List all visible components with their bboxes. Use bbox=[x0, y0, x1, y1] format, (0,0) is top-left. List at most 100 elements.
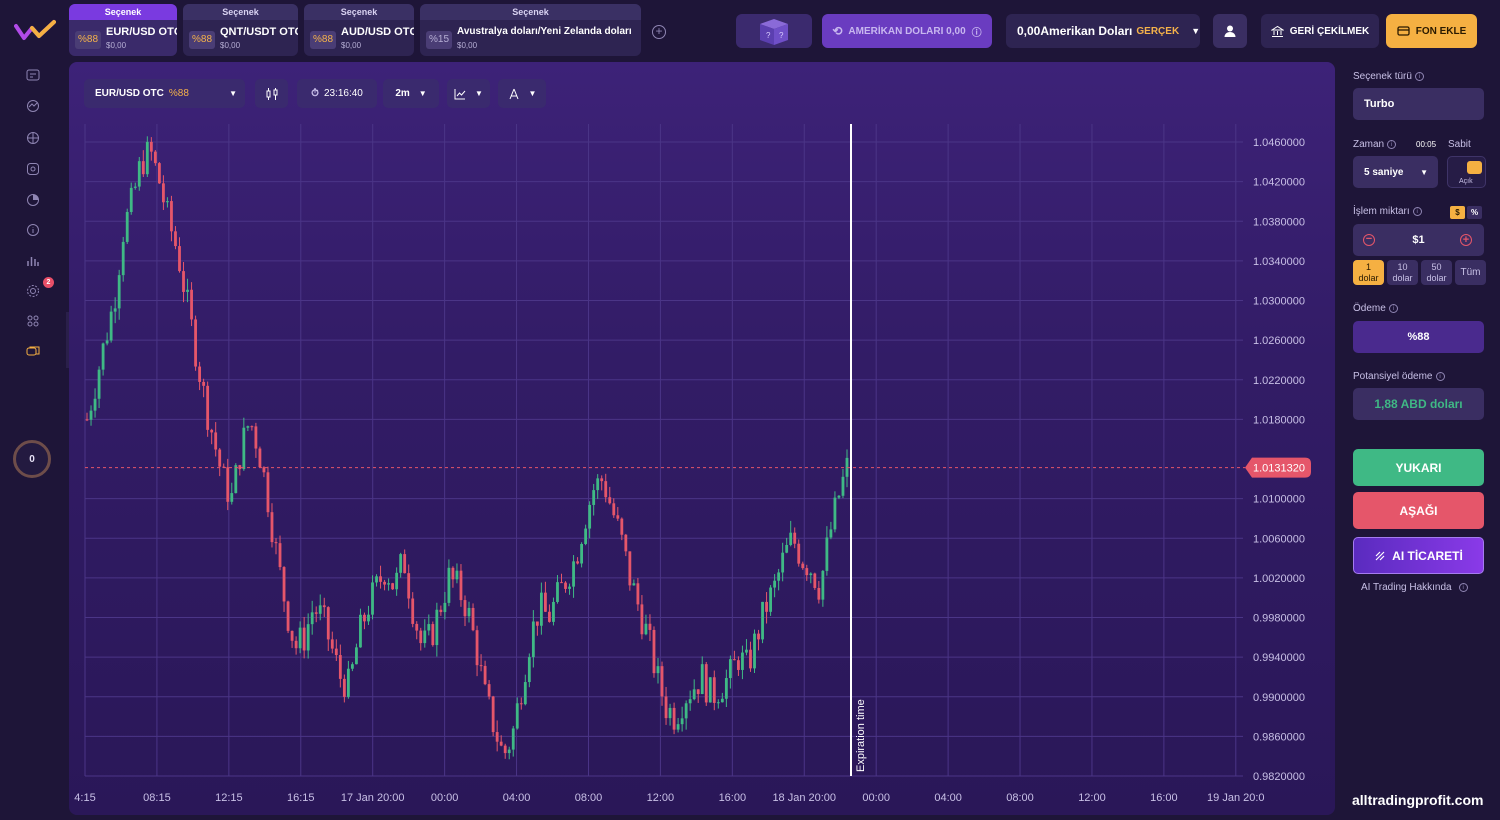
demo-account-icon: ⟲ bbox=[832, 24, 843, 38]
candle-body bbox=[113, 308, 117, 312]
asset-selector[interactable]: EUR/USD OTC %88 ▼ bbox=[84, 79, 245, 108]
tournament-icon[interactable] bbox=[22, 127, 44, 149]
amount-chip-all[interactable]: Tüm bbox=[1455, 260, 1486, 285]
candle-body bbox=[773, 580, 777, 588]
amount-label: İşlem miktarı i bbox=[1353, 206, 1422, 217]
y-tick-label: 0.9980000 bbox=[1253, 613, 1305, 625]
brand-logo-icon[interactable] bbox=[14, 18, 56, 44]
percent-mode-button[interactable]: % bbox=[1467, 206, 1482, 219]
candle-body bbox=[93, 398, 97, 411]
candle-body bbox=[624, 534, 628, 552]
candle-body bbox=[652, 629, 656, 674]
up-label: YUKARI bbox=[1395, 460, 1442, 475]
asset-tab-audnzd[interactable]: Seçenek %15 Avustralya doları/Yeni Zelan… bbox=[420, 4, 641, 56]
chart-type-button[interactable] bbox=[255, 79, 288, 108]
amount-chip-50[interactable]: 50 dolar bbox=[1421, 260, 1452, 285]
candle-body bbox=[789, 532, 793, 545]
amount-input[interactable]: − $1 + bbox=[1353, 224, 1484, 256]
candle-body bbox=[447, 567, 451, 603]
candle-body bbox=[507, 749, 511, 754]
time-select[interactable]: 5 saniye ▼ bbox=[1353, 156, 1438, 188]
candle-body bbox=[749, 649, 752, 669]
candle-body bbox=[761, 601, 764, 640]
fixed-time-toggle[interactable]: Açık bbox=[1447, 156, 1486, 188]
community-icon[interactable] bbox=[22, 310, 44, 332]
candle-body bbox=[781, 552, 785, 573]
indicators-button[interactable]: ▼ bbox=[447, 79, 490, 108]
amount-chip-10[interactable]: 10 dolar bbox=[1387, 260, 1418, 285]
y-tick-label: 1.0220000 bbox=[1253, 375, 1305, 387]
candle-body bbox=[604, 481, 608, 498]
candle-body bbox=[399, 554, 403, 573]
info-icon: i bbox=[1414, 71, 1424, 81]
candle-body bbox=[628, 551, 632, 586]
x-tick-label: 08:00 bbox=[575, 792, 603, 804]
svg-text:?: ? bbox=[779, 31, 784, 40]
y-tick-label: 1.0420000 bbox=[1253, 177, 1305, 189]
candles-icon bbox=[266, 87, 277, 100]
price-chart[interactable]: 4:15 08:15 12:15 16:15 17 Jan 20:00 00:00 04:0… bbox=[69, 62, 1335, 815]
market-icon[interactable] bbox=[22, 95, 44, 117]
deposit-button[interactable]: FON EKLE bbox=[1386, 14, 1477, 48]
amount-value: $1 bbox=[1412, 234, 1425, 246]
asset-tab-qntusdt[interactable]: Seçenek %88 QNT/USDT OTC $0,00 bbox=[183, 4, 298, 56]
candle-body bbox=[157, 163, 161, 184]
ai-about-link[interactable]: AI Trading Hakkında i bbox=[1361, 582, 1468, 593]
info-icon: i bbox=[1435, 371, 1445, 381]
withdraw-button[interactable]: GERİ ÇEKİLMEK bbox=[1261, 14, 1379, 48]
mystery-box-icon[interactable]: ?? bbox=[736, 14, 812, 48]
stats-icon[interactable] bbox=[22, 250, 44, 272]
up-button[interactable]: YUKARI bbox=[1353, 449, 1484, 486]
decrease-amount-icon[interactable]: − bbox=[1363, 234, 1375, 246]
candle-body bbox=[556, 582, 559, 602]
asset-tab-eurusd[interactable]: Seçenek %88 EUR/USD OTC $0,00 bbox=[69, 4, 177, 56]
candle-body bbox=[97, 369, 101, 399]
candle-body bbox=[451, 567, 455, 580]
tab-payout: %88 bbox=[310, 31, 336, 49]
candle-body bbox=[644, 623, 648, 635]
time-countdown: 00:05 bbox=[1416, 140, 1437, 149]
option-type-value: Turbo bbox=[1364, 98, 1395, 110]
history-icon[interactable] bbox=[22, 189, 44, 211]
demo-account-button[interactable]: ⟲ AMERİKAN DOLARI 0,00 ⓘ bbox=[822, 14, 992, 48]
currency-mode-button[interactable]: $ bbox=[1450, 206, 1465, 219]
candle-body bbox=[479, 665, 483, 667]
chat-icon[interactable] bbox=[22, 341, 44, 363]
amount-chip-1[interactable]: 1 dolar bbox=[1353, 260, 1384, 285]
balance-selector[interactable]: 0,00Amerikan Doları GERÇEK ▼ bbox=[1006, 14, 1200, 48]
candle-body bbox=[355, 647, 358, 665]
potential-payout-value: 1,88 ABD doları bbox=[1353, 388, 1484, 420]
candle-body bbox=[564, 582, 567, 589]
candle-body bbox=[439, 609, 443, 613]
add-tab-icon[interactable]: + bbox=[652, 25, 666, 39]
option-type-select[interactable]: Turbo bbox=[1353, 88, 1484, 120]
asset-tab-audusd[interactable]: Seçenek %88 AUD/USD OTC $0,00 bbox=[304, 4, 414, 56]
candle-body bbox=[367, 614, 370, 622]
candle-body bbox=[821, 570, 825, 600]
x-tick-label: 16:00 bbox=[1150, 792, 1178, 804]
info-icon[interactable] bbox=[22, 219, 44, 241]
candle-body bbox=[511, 728, 515, 750]
x-tick-label: 12:00 bbox=[647, 792, 675, 804]
x-tick-label: 00:00 bbox=[862, 792, 890, 804]
candle-body bbox=[85, 419, 89, 421]
candle-body bbox=[572, 561, 575, 587]
trading-icon[interactable] bbox=[22, 64, 44, 86]
timeframe-selector[interactable]: 2m ▼ bbox=[383, 79, 439, 108]
level-indicator[interactable]: 0 bbox=[13, 440, 51, 478]
candle-body bbox=[226, 467, 230, 502]
x-tick-label: 17 Jan 20:00 bbox=[341, 792, 405, 804]
server-time-value: 23:16:40 bbox=[323, 88, 363, 99]
increase-amount-icon[interactable]: + bbox=[1460, 234, 1472, 246]
down-button[interactable]: AŞAĞI bbox=[1353, 492, 1484, 529]
settings-gear-icon[interactable] bbox=[22, 280, 44, 302]
candle-body bbox=[170, 201, 173, 232]
drawing-tools-button[interactable]: ▼ bbox=[498, 79, 546, 108]
y-tick-label: 1.0020000 bbox=[1253, 573, 1305, 585]
info-icon: i bbox=[1412, 206, 1422, 216]
candle-body bbox=[616, 515, 620, 519]
analytics-icon[interactable] bbox=[22, 158, 44, 180]
ai-trading-button[interactable]: AI TİCARETİ bbox=[1353, 537, 1484, 574]
profile-button[interactable] bbox=[1213, 14, 1247, 48]
y-tick-label: 0.9820000 bbox=[1253, 771, 1305, 783]
